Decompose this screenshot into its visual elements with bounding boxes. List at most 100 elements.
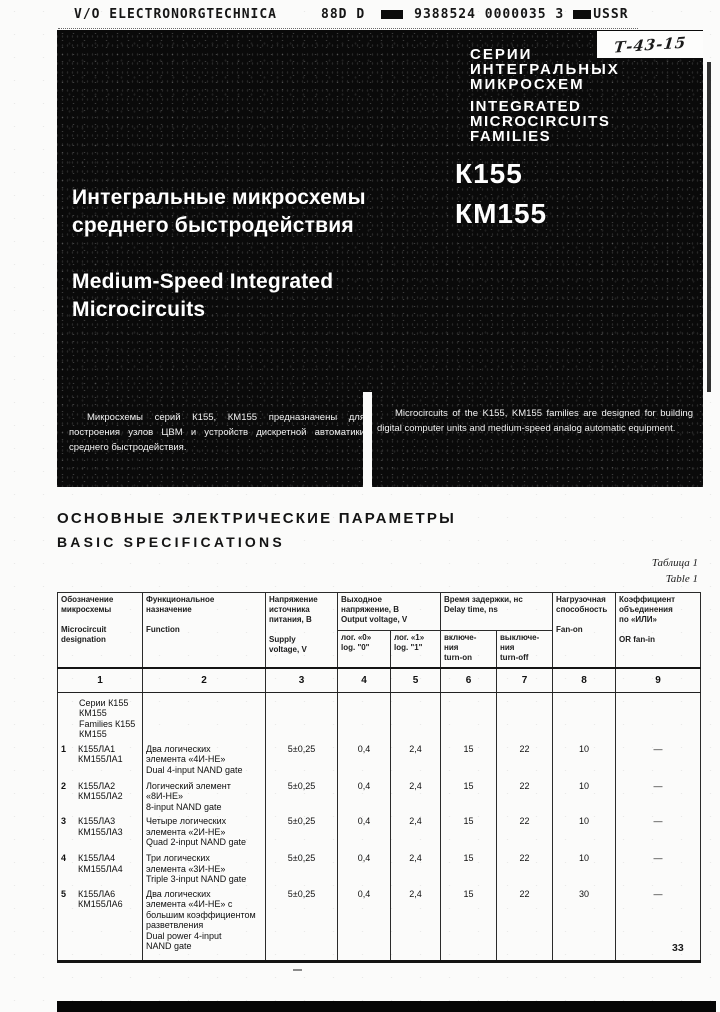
panel-title-en: Medium-Speed Integrated Microcircuits — [72, 270, 334, 321]
table-caption-en: Table 1 — [665, 573, 698, 585]
fan-out-cell: 10 — [552, 778, 617, 814]
col-header-or-fan-in: Коэффициент объединения по «ИЛИ» OR fan-… — [615, 592, 702, 668]
scan-speck-artifact — [293, 969, 302, 971]
turn-off-cell: 22 — [496, 886, 554, 961]
turn-off-cell: 22 — [496, 814, 554, 851]
series-title-en: INTEGRATED MICROCIRCUITS FAMILIES — [470, 98, 611, 145]
log1-cell: 2,4 — [389, 814, 442, 851]
supply-voltage-cell: 5±0,25 — [265, 814, 338, 851]
col-header-supply-voltage: Напряжение источника питания, В Supply v… — [265, 592, 338, 668]
designation: К155ЛА2 КМ155ЛА2 — [78, 780, 123, 802]
turn-on-cell: 15 — [440, 851, 498, 887]
function-cell: Два логических элемента «4И-НЕ» Dual 4-i… — [142, 741, 266, 779]
col-group-output-voltage: Выходное напряжение, В Output voltage, V — [336, 592, 442, 631]
part-numbers: К155 КМ155 — [455, 158, 548, 229]
function-cell: Логический элемент «8И-НЕ» 8-input NAND … — [142, 778, 266, 814]
column-number: 4 — [337, 666, 391, 693]
designation: К155ЛА6 КМ155ЛА6 — [78, 888, 123, 910]
masthead-rule — [58, 28, 638, 29]
function-cell: Три логических элемента «3И-НЕ» Triple 3… — [142, 851, 266, 887]
log0-cell: 0,4 — [337, 851, 391, 887]
vendor-name: V/O ELECTRONORGTECHNICA — [74, 7, 278, 22]
page-number: 33 — [672, 942, 684, 954]
log1-cell: 2,4 — [389, 741, 442, 779]
col-header-turn-on: включе- ния turn-on — [440, 630, 498, 668]
col-header-function: Функциональное назначение Function — [142, 592, 266, 668]
or-fan-in-cell: — — [615, 886, 702, 961]
turn-off-cell: 22 — [496, 851, 554, 887]
column-number-row: 1 2 3 4 5 6 7 8 9 — [57, 666, 702, 693]
turn-on-cell: 15 — [440, 814, 498, 851]
column-number: 6 — [440, 666, 498, 693]
ink-block-icon — [381, 10, 404, 19]
column-number: 2 — [142, 666, 266, 693]
fan-out-cell: 10 — [552, 851, 617, 887]
fan-out-cell: 10 — [552, 814, 617, 851]
fan-out-cell: 10 — [552, 741, 617, 779]
log0-cell: 0,4 — [337, 814, 391, 851]
ink-block-icon — [573, 10, 592, 19]
column-number: 3 — [265, 666, 338, 693]
turn-on-cell: 15 — [440, 778, 498, 814]
spec-table: Обозначение микросхемы Microcircuit desi… — [57, 592, 702, 963]
intro-paragraph-en: Microcircuits of the K155, KM155 familie… — [377, 408, 693, 434]
or-fan-in-cell: — — [615, 851, 702, 887]
turn-off-cell: 22 — [496, 741, 554, 779]
turn-off-cell: 22 — [496, 778, 554, 814]
country-label: USSR — [593, 7, 629, 22]
turn-on-cell: 15 — [440, 886, 498, 961]
row-number: 1 — [61, 743, 67, 754]
section-heading-en: BASIC SPECIFICATIONS — [57, 534, 285, 550]
row-number: 2 — [61, 780, 67, 791]
serial-number: 9388524 0000035 3 — [414, 7, 565, 22]
column-number: 5 — [389, 666, 442, 693]
masthead: V/O ELECTRONORGTECHNICA 88D D 9388524 00… — [74, 7, 629, 22]
function-cell: Два логических элемента «4И-НЕ» с больши… — [142, 886, 266, 961]
supply-voltage-cell: 5±0,25 — [265, 851, 338, 887]
table-caption-ru: Таблица 1 — [651, 557, 698, 569]
panel-title: Интегральные микросхемы среднего быстрод… — [72, 156, 366, 352]
table-row: 5 К155ЛА6 КМ155ЛА6 Два логических элемент… — [57, 886, 702, 961]
log0-cell: 0,4 — [337, 886, 391, 961]
family-label: Серии К155 КМ155 Families К155 КМ155 — [57, 692, 143, 742]
column-number: 8 — [552, 666, 617, 693]
col-header-fan-out: Нагрузочная способность Fan-on — [552, 592, 617, 668]
row-number: 4 — [61, 853, 67, 863]
table-row: 3 К155ЛА3 КМ155ЛА3 Четыре логических элем… — [57, 814, 702, 851]
or-fan-in-cell: — — [615, 778, 702, 814]
stamp-box: Т-43-15 — [597, 31, 703, 58]
column-number: 7 — [496, 666, 554, 693]
section-heading-ru: ОСНОВНЫЕ ЭЛЕКТРИЧЕСКИЕ ПАРАМЕТРЫ — [57, 510, 457, 527]
col-header-log1: лог. «1» log. "1" — [389, 630, 442, 668]
family-header-row: Серии К155 КМ155 Families К155 КМ155 — [57, 692, 702, 742]
log1-cell: 2,4 — [389, 778, 442, 814]
turn-on-cell: 15 — [440, 741, 498, 779]
intro-column-divider — [363, 392, 372, 487]
supply-voltage-cell: 5±0,25 — [265, 886, 338, 961]
header-panel: Т-43-15 СЕРИИ ИНТЕГРАЛЬНЫХ МИКРОСХЕМ INT… — [57, 30, 703, 487]
or-fan-in-cell: — — [615, 814, 702, 851]
col-header-turn-off: выключе- ния turn-off — [496, 630, 554, 668]
bottom-ink-bar — [57, 1001, 716, 1012]
log1-cell: 2,4 — [389, 851, 442, 887]
supply-voltage-cell: 5±0,25 — [265, 741, 338, 779]
table-row: 2 К155ЛА2 КМ155ЛА2 Логический элемент «8И… — [57, 778, 702, 814]
fan-out-cell: 30 — [552, 886, 617, 961]
table-row: 1 К155ЛА1 КМ155ЛА1 Два логических элемент… — [57, 741, 702, 779]
doc-code: 88D D — [321, 7, 366, 22]
col-header-log0: лог. «0» log. "0" — [337, 630, 391, 668]
panel-title-ru: Интегральные микросхемы среднего быстрод… — [72, 186, 366, 237]
row-number: 5 — [61, 888, 67, 899]
col-group-delay-time: Время задержки, нс Delay time, ns — [440, 592, 554, 631]
column-number: 9 — [615, 666, 702, 693]
log1-cell: 2,4 — [389, 886, 442, 961]
function-cell: Четыре логических элемента «2И-НЕ» Quad … — [142, 814, 266, 851]
intro-paragraph-ru: Микросхемы серий К155, КМ155 предназначе… — [69, 412, 365, 453]
series-title-ru: СЕРИИ ИНТЕГРАЛЬНЫХ МИКРОСХЕМ — [470, 46, 620, 93]
col-header-designation: Обозначение микросхемы Microcircuit desi… — [57, 592, 143, 668]
designation: К155ЛА4 КМ155ЛА4 — [78, 853, 123, 874]
handwritten-stamp: Т-43-15 — [612, 32, 688, 57]
supply-voltage-cell: 5±0,25 — [265, 778, 338, 814]
column-number: 1 — [57, 666, 143, 693]
